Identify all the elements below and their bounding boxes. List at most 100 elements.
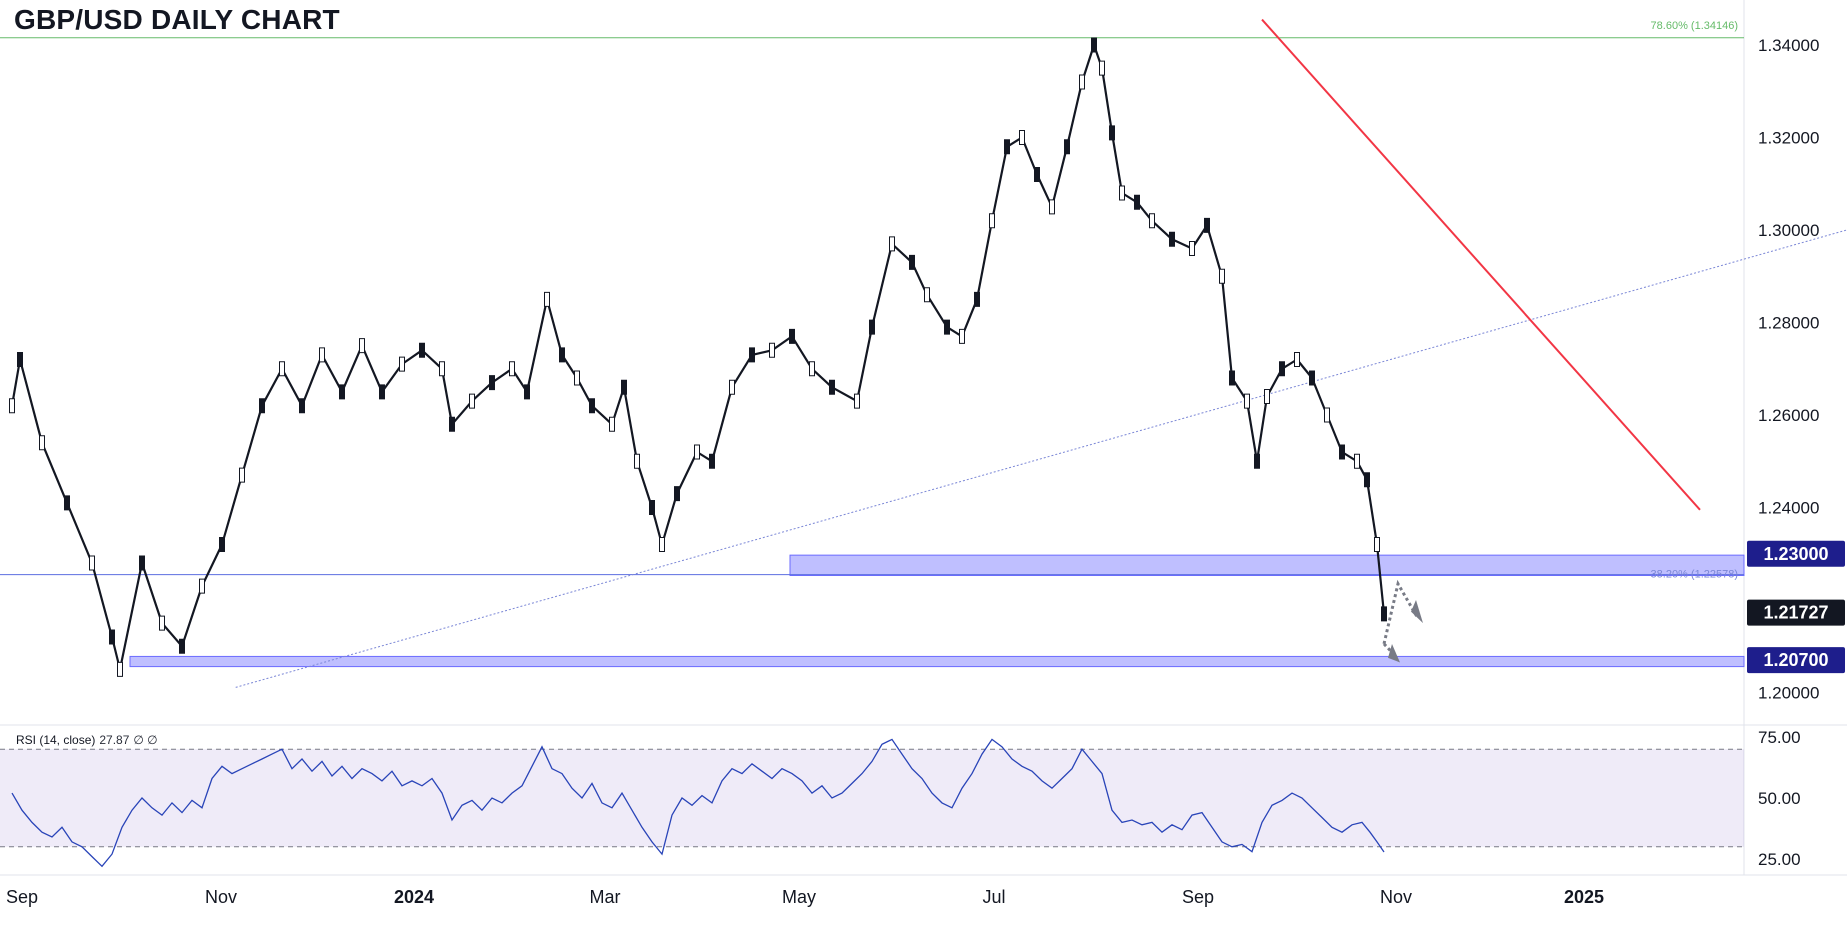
- time-tick: 2024: [394, 887, 434, 907]
- candle: [1374, 537, 1380, 552]
- downtrend-line: [1261, 18, 1701, 511]
- rsi-legend-extra: ∅ ∅: [133, 733, 158, 747]
- last-price-label: 1.21727: [1763, 603, 1828, 623]
- candle: [1134, 194, 1140, 210]
- candle: [117, 661, 123, 677]
- candle: [769, 342, 775, 358]
- candle: [1244, 393, 1250, 409]
- price-tick: 1.30000: [1758, 221, 1819, 240]
- time-tick: Mar: [590, 887, 621, 907]
- rsi-legend-value: 27.87: [99, 733, 130, 747]
- candle: [469, 393, 475, 409]
- candle: [634, 453, 640, 469]
- candle: [1004, 139, 1010, 155]
- projection-arrowhead-2: [1388, 643, 1400, 663]
- candle: [1079, 74, 1085, 90]
- candle: [1019, 130, 1025, 145]
- rsi-band: [0, 749, 1744, 847]
- price-tick: 1.34000: [1758, 36, 1819, 55]
- support-zone-0: [789, 554, 1745, 576]
- rsi-tick: 25.00: [1758, 850, 1801, 869]
- candle: [489, 375, 495, 391]
- candle: [829, 379, 835, 395]
- projection-arrowhead-1: [1411, 600, 1423, 624]
- rsi-tick: 75.00: [1758, 728, 1801, 747]
- candle: [544, 291, 550, 307]
- candle: [159, 615, 165, 631]
- price-tick: 1.28000: [1758, 314, 1819, 333]
- candle: [449, 416, 455, 432]
- price-tick: 1.26000: [1758, 406, 1819, 425]
- projection-arrow-1: [1382, 579, 1420, 645]
- candle: [1324, 407, 1330, 423]
- candle: [379, 384, 385, 400]
- candle: [219, 537, 225, 552]
- candle: [609, 416, 615, 432]
- candle: [109, 629, 115, 645]
- candle: [1109, 125, 1115, 141]
- candle: [909, 254, 915, 270]
- candle: [1119, 185, 1125, 201]
- candle: [1064, 139, 1070, 155]
- fib-trend-line: [235, 229, 1847, 688]
- candle: [1091, 37, 1097, 53]
- candle: [199, 578, 205, 594]
- time-tick: Nov: [205, 887, 237, 907]
- level-badge: [1747, 647, 1845, 674]
- candle: [1254, 453, 1260, 469]
- time-tick: Sep: [1182, 887, 1214, 907]
- candle: [1219, 268, 1225, 284]
- last-price-badge: [1747, 599, 1845, 626]
- candle: [1169, 231, 1175, 247]
- candle: [1364, 472, 1370, 488]
- candle: [1309, 370, 1315, 386]
- candle: [659, 537, 665, 552]
- candle: [559, 347, 565, 363]
- candle: [869, 319, 875, 335]
- candle: [17, 352, 23, 367]
- candle: [1189, 241, 1195, 256]
- candle: [339, 384, 345, 400]
- candle: [809, 361, 815, 377]
- candle: [974, 291, 980, 307]
- candle: [524, 384, 530, 400]
- candle: [279, 361, 285, 377]
- candle: [1381, 606, 1387, 622]
- candle: [1034, 167, 1040, 182]
- rsi-line: [11, 738, 1385, 868]
- candle: [1264, 389, 1270, 404]
- time-tick: Jul: [982, 887, 1005, 907]
- candle: [1339, 444, 1345, 460]
- level-badge-label: 1.20700: [1763, 650, 1828, 670]
- candle: [239, 467, 245, 483]
- candle: [399, 356, 405, 372]
- level-badge: [1747, 540, 1845, 567]
- candle: [64, 495, 70, 511]
- candle: [1204, 217, 1210, 233]
- candle: [1294, 352, 1300, 367]
- price-tick: 1.32000: [1758, 129, 1819, 148]
- candle: [1229, 370, 1235, 386]
- rsi-tick: 50.00: [1758, 789, 1801, 808]
- candle: [649, 500, 655, 515]
- candle: [509, 361, 515, 377]
- candle: [889, 236, 895, 252]
- candle: [1049, 199, 1055, 215]
- candle: [589, 398, 595, 414]
- candle: [1279, 361, 1285, 377]
- level-badge-label: 1.23000: [1763, 544, 1828, 564]
- candle: [9, 398, 15, 414]
- candle: [694, 444, 700, 460]
- time-tick: May: [782, 887, 816, 907]
- rsi-legend: RSI (14, close) 27.87 ∅ ∅: [16, 733, 158, 747]
- candle: [179, 638, 185, 654]
- candle: [674, 486, 680, 502]
- candle: [621, 379, 627, 395]
- candle: [39, 435, 45, 451]
- price-tick: 1.24000: [1758, 499, 1819, 518]
- candle: [359, 338, 365, 354]
- candle: [1099, 60, 1105, 76]
- candle: [1354, 453, 1360, 469]
- candle: [924, 287, 930, 303]
